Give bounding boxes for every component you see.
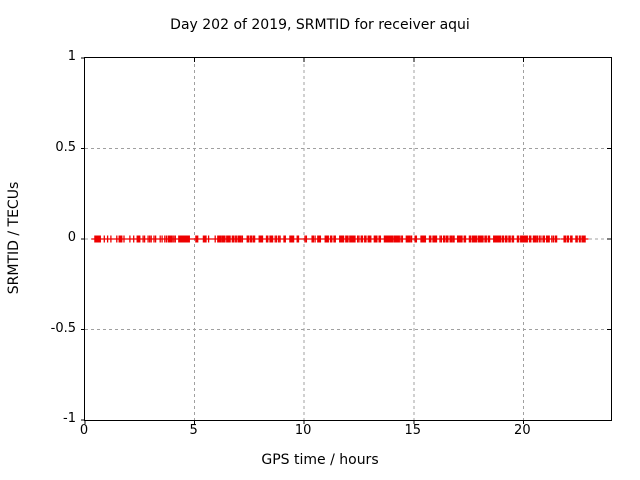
y-tick-label: 0 bbox=[67, 230, 76, 245]
x-tick-label: 5 bbox=[189, 423, 198, 438]
y-tick-label: -1 bbox=[63, 411, 76, 426]
y-tick-label: -0.5 bbox=[50, 320, 76, 336]
y-tick-label: 0.5 bbox=[55, 139, 76, 155]
x-tick-label: 0 bbox=[79, 423, 89, 438]
x-tick-label: 10 bbox=[294, 423, 312, 438]
chart-title: Day 202 of 2019, SRMTID for receiver aqu… bbox=[170, 17, 470, 33]
x-axis-label: GPS time / hours bbox=[261, 452, 379, 468]
plot-svg bbox=[81, 57, 611, 424]
plot-area bbox=[81, 57, 612, 424]
y-tick-label: 1 bbox=[67, 49, 76, 64]
data-points-plus-markers bbox=[91, 235, 589, 243]
x-tick-label: 20 bbox=[514, 423, 531, 438]
x-tick-label: 15 bbox=[404, 423, 422, 438]
